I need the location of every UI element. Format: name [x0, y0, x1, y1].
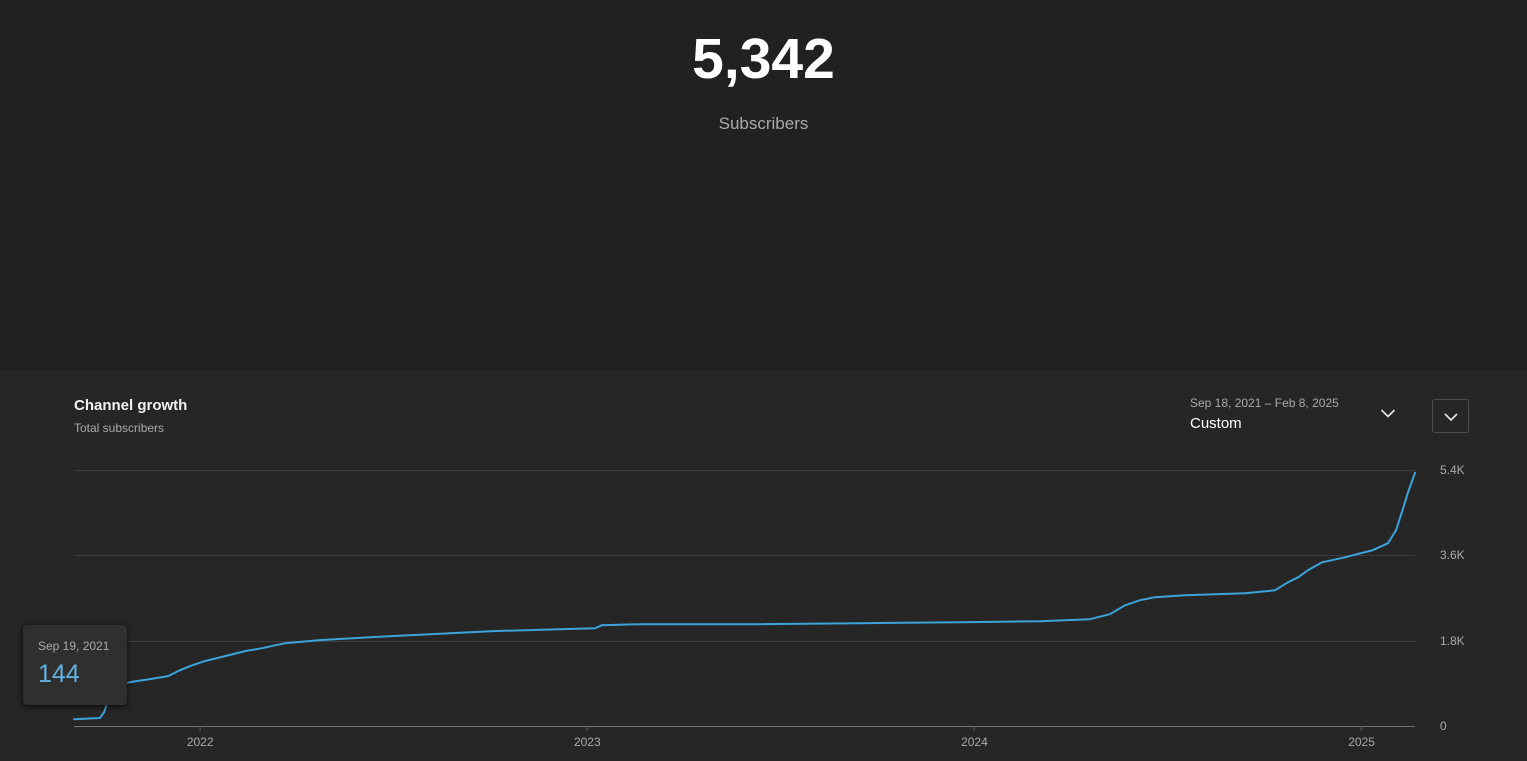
- x-axis-label: 2023: [573, 735, 601, 749]
- tooltip-value: 144: [38, 660, 80, 688]
- date-range-mode: Custom: [1190, 415, 1242, 432]
- card-title: Channel growth: [74, 397, 188, 414]
- x-axis-label: 2025: [1348, 735, 1375, 749]
- growth-line-chart[interactable]: 2022 2023 2024 2025: [73, 470, 1416, 749]
- chart-tooltip: Sep 19, 2021 144: [23, 625, 127, 705]
- subscriber-summary: 5,342 Subscribers: [0, 0, 1527, 370]
- tick-mark: [199, 726, 201, 731]
- collapse-card-button[interactable]: [1432, 399, 1469, 433]
- x-axis-line: [74, 726, 1415, 727]
- x-axis-label: 2022: [186, 735, 214, 749]
- tick-mark: [973, 726, 975, 731]
- card-subtitle: Total subscribers: [74, 421, 165, 435]
- gridline-1800: [74, 641, 1415, 642]
- y-axis-label: 3.6K: [1440, 548, 1465, 562]
- chevron-down-icon: [1443, 409, 1458, 424]
- chevron-down-icon: [1380, 405, 1396, 423]
- x-tick-2025: 2025: [1348, 726, 1375, 749]
- tooltip-date: Sep 19, 2021: [38, 639, 110, 653]
- y-axis-label: 1.8K: [1440, 634, 1465, 648]
- tick-mark: [1361, 726, 1363, 731]
- date-range-text: Sep 18, 2021 – Feb 8, 2025: [1190, 396, 1339, 410]
- channel-growth-header: Channel growth Total subscribers: [74, 397, 187, 435]
- line-series-total-subscribers: [73, 471, 1416, 721]
- gridline-3600: [74, 555, 1415, 556]
- y-axis-label: 5.4K: [1440, 463, 1465, 477]
- gridline-5400: [74, 470, 1415, 471]
- y-axis-label: 0: [1440, 719, 1447, 733]
- date-range-picker[interactable]: Sep 18, 2021 – Feb 8, 2025 Custom: [1182, 392, 1400, 436]
- tick-mark: [586, 726, 588, 731]
- subscriber-count: 5,342: [692, 27, 835, 91]
- x-tick-2023: 2023: [574, 726, 601, 749]
- subscriber-count-label: Subscribers: [718, 114, 809, 133]
- x-tick-2022: 2022: [187, 726, 214, 749]
- x-axis-label: 2024: [961, 735, 988, 749]
- x-tick-2024: 2024: [961, 726, 988, 749]
